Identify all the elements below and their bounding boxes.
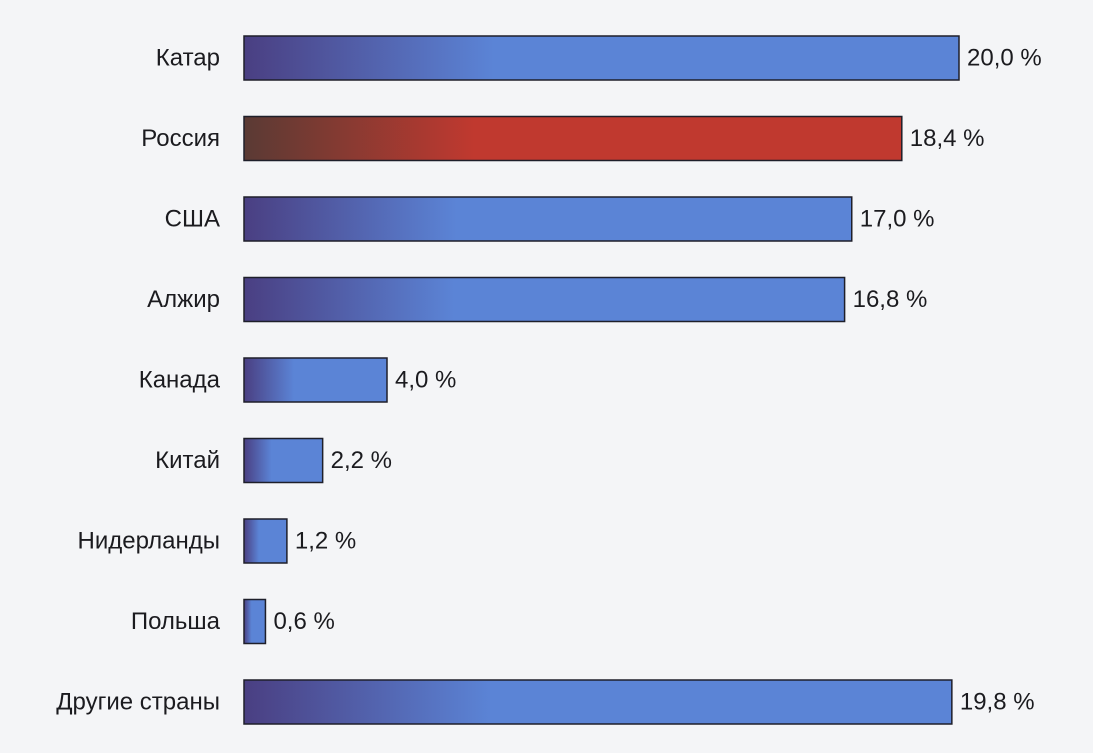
- category-label: Россия: [141, 125, 220, 152]
- value-label: 2,2 %: [331, 447, 392, 474]
- bar-item-8: [243, 679, 953, 725]
- category-label: Канада: [139, 367, 221, 394]
- bar-item-5: [243, 437, 324, 484]
- value-label: 1,2 %: [295, 528, 356, 555]
- bar-item-4: [243, 357, 388, 403]
- value-label: 4,0 %: [395, 367, 456, 394]
- bar-item-6: [243, 518, 288, 564]
- category-label: США: [165, 206, 220, 233]
- bar-item-2: [243, 196, 853, 242]
- category-label: Нидерланды: [78, 528, 220, 555]
- value-label: 18,4 %: [910, 125, 985, 152]
- value-label: 0,6 %: [273, 608, 334, 635]
- bar-item-0: [243, 35, 960, 81]
- category-label: Китай: [155, 447, 220, 474]
- category-label: Польша: [131, 608, 221, 635]
- value-label: 20,0 %: [967, 45, 1042, 72]
- bar-item-1: [243, 115, 903, 162]
- category-label: Катар: [156, 45, 220, 72]
- value-label: 19,8 %: [960, 689, 1035, 716]
- bar-item-7: [243, 598, 267, 645]
- value-label: 17,0 %: [860, 206, 935, 233]
- category-label: Алжир: [147, 286, 220, 313]
- category-label: Другие страны: [56, 689, 220, 716]
- bar-item-3: [243, 276, 846, 323]
- bars-group: Катар 20,0 % Россия 18,4 % США 17,0 % Алжир 16,…: [56, 35, 1042, 725]
- value-label: 16,8 %: [853, 286, 928, 313]
